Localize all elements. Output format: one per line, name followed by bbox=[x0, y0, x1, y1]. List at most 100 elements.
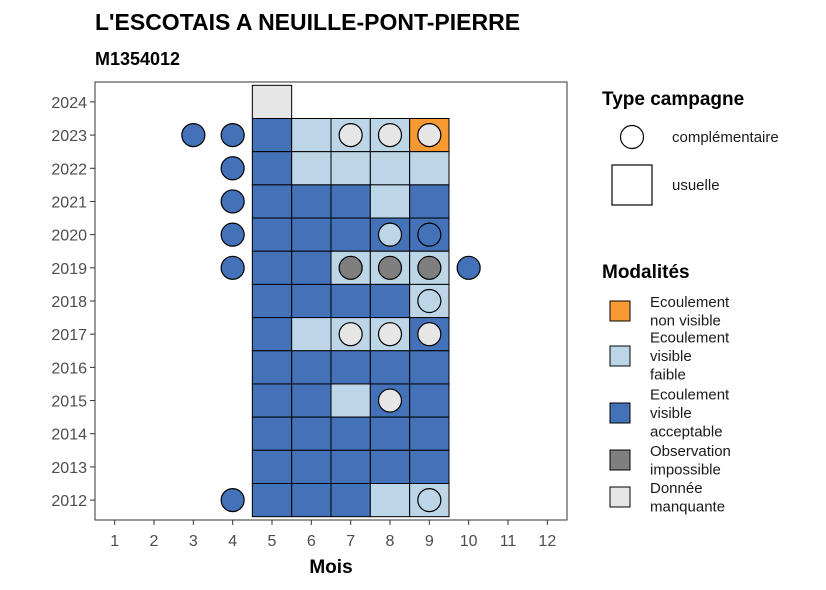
legend-shape-label-complementaire: complémentaire bbox=[672, 129, 779, 146]
y-tick-label-2012: 2012 bbox=[51, 493, 87, 510]
tile-2022-6 bbox=[291, 151, 332, 186]
point-2023-8 bbox=[377, 122, 403, 148]
y-tick-label-2022: 2022 bbox=[51, 161, 87, 178]
y-axis: 2012 2013 2014 2015 2016 2017 2018 2019 2020 2021… bbox=[51, 95, 95, 510]
point-2017-9 bbox=[417, 322, 442, 347]
point-2019-8 bbox=[377, 255, 403, 280]
tile-2014-7 bbox=[330, 416, 371, 451]
legend-fill-label-DM: Donnée manquante bbox=[650, 480, 725, 516]
point-2012-4 bbox=[220, 487, 245, 513]
tile-2019-5 bbox=[251, 250, 293, 285]
x-tick-label-3: 3 bbox=[189, 533, 198, 550]
point-2018-9 bbox=[417, 288, 442, 314]
tile-2023-6 bbox=[291, 118, 332, 153]
tile-2014-5 bbox=[251, 416, 293, 451]
tile-2022-5 bbox=[251, 151, 293, 186]
tile-2018-6 bbox=[291, 283, 332, 319]
tile-2013-5 bbox=[251, 449, 293, 484]
point-2023-9 bbox=[417, 122, 442, 148]
tile-2018-8 bbox=[369, 283, 411, 319]
point-2017-7 bbox=[338, 322, 363, 347]
legend-fill-key-ENV bbox=[609, 300, 631, 322]
tiles-layer bbox=[251, 84, 450, 518]
point-2021-4 bbox=[220, 189, 245, 214]
tile-2021-7 bbox=[330, 184, 371, 219]
y-tick-label-2019: 2019 bbox=[51, 261, 87, 278]
legend-fill-label-OI: Observation impossible bbox=[650, 443, 731, 479]
x-tick-label-11: 11 bbox=[500, 533, 517, 550]
tile-2021-5 bbox=[251, 184, 293, 219]
tile-2016-5 bbox=[251, 350, 293, 385]
point-2023-7 bbox=[338, 122, 363, 148]
tile-2022-9 bbox=[409, 151, 450, 186]
legend-fill-key-EVF bbox=[609, 345, 631, 367]
point-2020-4 bbox=[220, 222, 245, 247]
point-2019-9 bbox=[417, 255, 442, 280]
y-tick-label-2023: 2023 bbox=[51, 128, 87, 145]
x-axis: 1 2 3 4 5 6 7 8 9 10 11 12 bbox=[110, 520, 556, 550]
tile-2016-9 bbox=[409, 350, 450, 385]
tile-2018-5 bbox=[251, 283, 293, 319]
legend-fill-key-OI bbox=[609, 449, 631, 471]
point-2017-8 bbox=[377, 322, 403, 347]
x-tick-label-8: 8 bbox=[386, 533, 395, 550]
tile-2012-8 bbox=[369, 483, 411, 518]
y-tick-label-2014: 2014 bbox=[51, 427, 87, 444]
x-tick-label-9: 9 bbox=[425, 533, 434, 550]
tile-2015-6 bbox=[291, 383, 332, 418]
point-2020-9 bbox=[417, 222, 442, 247]
tile-2015-7 bbox=[330, 383, 371, 418]
tile-2017-6 bbox=[291, 317, 332, 352]
tile-2018-7 bbox=[330, 283, 371, 319]
legend-shape-key-complementaire bbox=[619, 124, 645, 150]
tile-2012-6 bbox=[291, 483, 332, 518]
x-tick-label-4: 4 bbox=[228, 533, 237, 550]
legend-fill-key-EVA bbox=[609, 402, 631, 424]
tile-2014-8 bbox=[369, 416, 411, 451]
tile-2012-7 bbox=[330, 483, 371, 518]
tile-2020-7 bbox=[330, 217, 371, 252]
legend-modalites: Modalités Ecoulement non visible Ecoulemen… bbox=[602, 262, 731, 515]
point-2023-3 bbox=[181, 122, 206, 148]
y-tick-label-2018: 2018 bbox=[51, 294, 87, 311]
x-tick-label-7: 7 bbox=[346, 533, 355, 550]
x-tick-label-5: 5 bbox=[268, 533, 277, 550]
tile-2021-9 bbox=[409, 184, 450, 219]
tile-2015-5 bbox=[251, 383, 293, 418]
tile-2014-9 bbox=[409, 416, 450, 451]
legend-fill-title: Modalités bbox=[602, 262, 690, 283]
tile-2021-6 bbox=[291, 184, 332, 219]
chart-subtitle: M1354012 bbox=[95, 49, 180, 69]
legend-fill-label-EVA: Ecoulement visible acceptable bbox=[650, 387, 730, 441]
tile-2016-7 bbox=[330, 350, 371, 385]
tile-2013-6 bbox=[291, 449, 332, 484]
tile-2022-7 bbox=[330, 151, 371, 186]
legend-shape-title: Type campagne bbox=[602, 89, 744, 110]
point-2022-4 bbox=[220, 156, 245, 181]
tile-2014-6 bbox=[291, 416, 332, 451]
y-tick-label-2021: 2021 bbox=[51, 194, 87, 211]
chart-title: L'ESCOTAIS A NEUILLE-PONT-PIERRE bbox=[95, 9, 520, 35]
tile-2017-5 bbox=[251, 317, 293, 352]
point-2015-8 bbox=[377, 388, 403, 413]
point-2020-8 bbox=[377, 222, 403, 247]
tile-2024-5 bbox=[251, 84, 293, 120]
point-2019-7 bbox=[338, 255, 363, 280]
y-tick-label-2017: 2017 bbox=[51, 327, 87, 344]
x-tick-label-6: 6 bbox=[307, 533, 316, 550]
tile-2013-8 bbox=[369, 449, 411, 484]
legend-type-campagne: Type campagne complémentaire usuelle bbox=[602, 89, 779, 206]
legend-fill-label-ENV: Ecoulement non visible bbox=[650, 294, 730, 330]
y-tick-label-2016: 2016 bbox=[51, 360, 87, 377]
tile-2020-6 bbox=[291, 217, 332, 252]
y-tick-label-2024: 2024 bbox=[51, 95, 87, 112]
point-2019-10 bbox=[456, 255, 481, 280]
point-2012-9 bbox=[417, 487, 442, 513]
tile-2016-8 bbox=[369, 350, 411, 385]
legend-shape-key-usuelle bbox=[611, 164, 653, 206]
tile-2022-8 bbox=[369, 151, 411, 186]
x-tick-label-10: 10 bbox=[460, 533, 478, 550]
points-layer bbox=[181, 122, 481, 513]
y-tick-label-2013: 2013 bbox=[51, 460, 87, 477]
